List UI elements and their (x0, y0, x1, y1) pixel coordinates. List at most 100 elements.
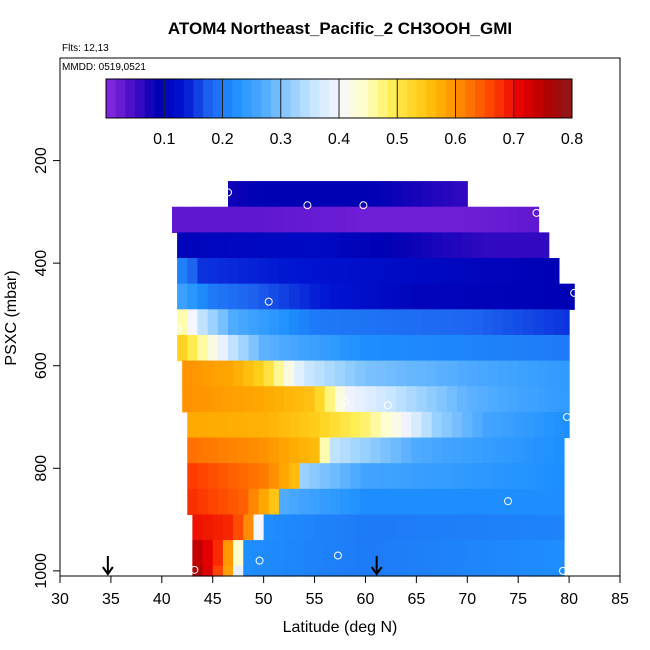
heatmap-cell (370, 488, 382, 516)
heatmap-cell (207, 437, 219, 464)
heatmap-cell (228, 437, 239, 464)
heatmap-cell (273, 514, 285, 541)
heatmap-cell (202, 565, 214, 577)
y-tick-label: 400 (33, 250, 50, 277)
heatmap-cell (314, 386, 326, 413)
heatmap-cell (350, 181, 361, 208)
colorbar-swatch (203, 79, 214, 118)
heatmap-cell (528, 360, 540, 387)
colorbar-swatch (455, 79, 466, 118)
colorbar-swatch (484, 79, 495, 118)
heatmap-cell (284, 386, 295, 413)
heatmap-cell (472, 258, 484, 285)
heatmap-cell (370, 181, 382, 208)
y-axis: 200 400 600 800 1000 (33, 147, 60, 589)
heatmap-cell (319, 463, 331, 490)
heatmap-cell (253, 206, 265, 233)
heatmap-cell (472, 411, 484, 439)
heatmap-cell (538, 565, 550, 577)
heatmap-cell (238, 309, 249, 336)
heatmap-cell (401, 437, 412, 464)
heatmap-cell (217, 437, 229, 464)
colorbar-swatch (377, 79, 389, 118)
heatmap-cell (452, 488, 463, 516)
heatmap-cell (452, 283, 463, 310)
heatmap-cell (436, 540, 448, 567)
heatmap-cell (207, 411, 219, 439)
heatmap-cell (518, 514, 529, 541)
heatmap-cell (564, 309, 570, 336)
heatmap-cell (401, 334, 412, 362)
heatmap-cell (390, 488, 402, 516)
heatmap-cell (523, 488, 535, 516)
heatmap-cell (543, 232, 550, 259)
heatmap-cell (411, 334, 423, 362)
heatmap-cell (319, 334, 331, 362)
sample-marker (255, 556, 264, 565)
heatmap-cell (324, 514, 336, 541)
heatmap-cell (238, 232, 249, 259)
heatmap-cell (238, 411, 249, 439)
heatmap-cell (273, 565, 285, 577)
heatmap-cell (329, 258, 341, 285)
heatmap-cell (467, 540, 479, 567)
heatmap-cell (452, 309, 463, 336)
heatmap-cell (548, 565, 560, 577)
heatmap-cell (263, 540, 275, 567)
heatmap-cell (202, 360, 214, 387)
x-tick-label: 45 (204, 591, 222, 608)
heatmap-cell (324, 565, 336, 577)
colorbar-swatch (562, 79, 573, 118)
heatmap-cell (329, 437, 341, 464)
flight-arrows (102, 556, 383, 576)
heatmap-cell (278, 283, 290, 310)
heatmap-cell (314, 360, 326, 387)
heatmap-cell (182, 386, 193, 413)
heatmap-cell (309, 181, 321, 208)
heatmap-cell (416, 386, 428, 413)
heatmap-cell (197, 258, 209, 285)
heatmap-cell (472, 463, 484, 490)
heatmap-cell (299, 488, 311, 516)
heatmap-cell (212, 360, 224, 387)
heatmap-cell (263, 360, 275, 387)
y-axis-label: PSXC (mbar) (3, 270, 20, 365)
heatmap-cell (401, 181, 412, 208)
heatmap-cell (523, 463, 535, 490)
heatmap-cell (268, 411, 280, 439)
heatmap-cell (553, 258, 560, 285)
heatmap-cell (482, 334, 494, 362)
heatmap-cell (446, 540, 458, 567)
heatmap-cell (452, 437, 463, 464)
heatmap-cell (401, 232, 412, 259)
heatmap-cell (222, 514, 234, 541)
heatmap-cell (350, 488, 361, 516)
x-tick-label: 65 (407, 591, 425, 608)
heatmap-cell (243, 360, 255, 387)
heatmap-cell (380, 437, 392, 464)
heatmap-cell (446, 565, 458, 577)
heatmap-cell (390, 232, 402, 259)
heatmap-cell (533, 463, 545, 490)
heatmap-cell (558, 565, 565, 577)
colorbar-swatch (271, 79, 282, 118)
heatmap-cell (487, 386, 499, 413)
heatmap-cell (309, 411, 321, 439)
heatmap-cell (492, 411, 504, 439)
colorbar-swatch (232, 79, 243, 118)
heatmap-cell (380, 309, 392, 336)
heatmap-cell (457, 540, 468, 567)
heatmap-cell (472, 309, 484, 336)
colorbar-swatch (348, 79, 359, 118)
heatmap-cell (319, 411, 331, 439)
heatmap-cell (355, 386, 367, 413)
heatmap-cell (523, 232, 535, 259)
heatmap-cell (492, 437, 504, 464)
heatmap-cell (284, 360, 295, 387)
heatmap-cell (411, 309, 423, 336)
heatmap-cell (294, 565, 305, 577)
heatmap-cell (543, 309, 555, 336)
heatmap-cell (299, 283, 311, 310)
heatmap-cell (538, 540, 550, 567)
heatmap-cell (370, 309, 382, 336)
